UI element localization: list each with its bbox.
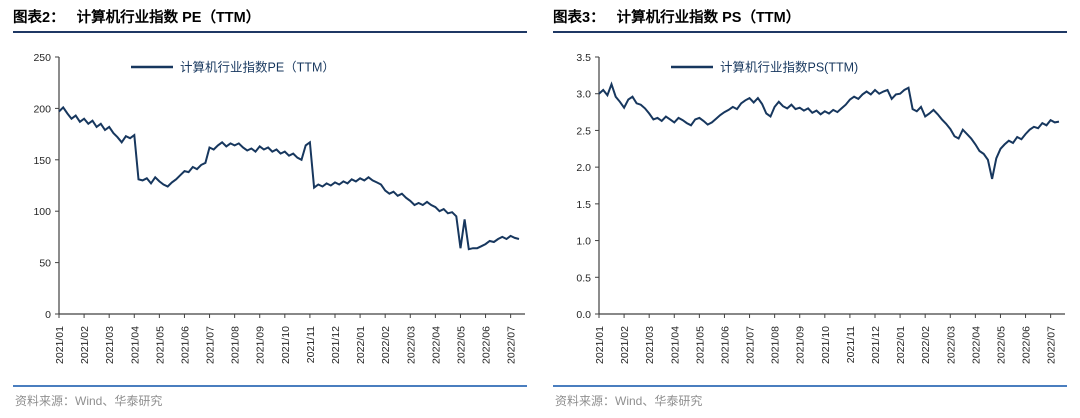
x-tick-label: 2022/01 bbox=[895, 326, 907, 364]
y-tick-label: 0.5 bbox=[576, 272, 591, 284]
x-tick-label: 2021/04 bbox=[129, 326, 141, 364]
figure-label: 图表3： bbox=[553, 10, 605, 26]
x-tick-label: 2021/08 bbox=[770, 326, 782, 364]
x-tick-label: 2021/03 bbox=[644, 326, 656, 364]
x-tick-label: 2021/04 bbox=[669, 326, 681, 364]
x-tick-label: 2021/06 bbox=[179, 326, 191, 364]
figure-title: 计算机行业指数 PE（TTM） bbox=[76, 10, 261, 26]
x-tick-label: 2021/01 bbox=[594, 326, 606, 364]
x-tick-label: 2021/11 bbox=[305, 326, 317, 363]
y-tick-label: 50 bbox=[39, 258, 51, 270]
y-tick-label: 1.0 bbox=[576, 236, 591, 248]
figure-bottom-rule bbox=[13, 385, 527, 387]
x-tick-label: 2021/12 bbox=[330, 326, 342, 364]
source-note: 资料来源：Wind、华泰研究 bbox=[15, 394, 163, 408]
x-tick-label: 2021/07 bbox=[205, 326, 217, 364]
y-tick-label: 0 bbox=[45, 309, 51, 321]
title-underline bbox=[13, 31, 527, 33]
legend-label: 计算机行业指数PS(TTM) bbox=[720, 60, 858, 75]
x-tick-label: 2021/02 bbox=[79, 326, 91, 364]
x-tick-label: 2021/05 bbox=[694, 326, 706, 364]
x-tick-label: 2021/02 bbox=[619, 326, 631, 364]
figure-header: 图表3： 计算机行业指数 PS（TTM） bbox=[553, 6, 1067, 31]
report-figures-row: 图表2： 计算机行业指数 PE（TTM） 0 50 100 150 200 250 2021… bbox=[0, 0, 1080, 409]
figure-header: 图表2： 计算机行业指数 PE（TTM） bbox=[13, 6, 527, 31]
x-tick-label: 2022/07 bbox=[506, 326, 518, 364]
x-tick-label: 2021/12 bbox=[870, 326, 882, 364]
x-tick-label: 2022/05 bbox=[995, 326, 1007, 364]
x-tick-label: 2022/02 bbox=[920, 326, 932, 364]
title-underline bbox=[553, 31, 1067, 33]
y-tick-label: 1.5 bbox=[576, 199, 591, 211]
y-tick-label: 200 bbox=[33, 103, 51, 115]
figure-title: 计算机行业指数 PS（TTM） bbox=[616, 10, 801, 26]
x-tick-label: 2021/07 bbox=[745, 326, 757, 364]
figure-bottom-rule bbox=[553, 385, 1067, 387]
y-tick-label: 0.0 bbox=[576, 309, 591, 321]
x-tick-label: 2022/04 bbox=[970, 326, 982, 364]
y-tick-label: 3.0 bbox=[576, 89, 591, 101]
ps-chart: 0.0 0.5 1.0 1.5 2.0 2.5 3.0 3.5 2021/01 2021/02 20… bbox=[576, 52, 1065, 364]
x-tick-label: 2022/02 bbox=[380, 326, 392, 364]
series-line bbox=[598, 81, 1060, 180]
x-tick-label: 2022/06 bbox=[1021, 326, 1033, 364]
x-tick-label: 2021/06 bbox=[719, 326, 731, 364]
y-tick-label: 3.5 bbox=[576, 52, 591, 64]
x-tick-label: 2022/06 bbox=[481, 326, 493, 364]
y-tick-label: 250 bbox=[33, 52, 51, 64]
y-tick-label: 2.5 bbox=[576, 125, 591, 137]
x-tick-label: 2021/05 bbox=[154, 326, 166, 364]
figure-panel-pe: 图表2： 计算机行业指数 PE（TTM） 0 50 100 150 200 250 2021… bbox=[0, 0, 540, 409]
x-tick-label: 2022/03 bbox=[945, 326, 957, 364]
y-tick-label: 2.0 bbox=[576, 162, 591, 174]
figure-panel-ps: 图表3： 计算机行业指数 PS（TTM） 0.0 0.5 1.0 1.5 2.0 2.5 3… bbox=[540, 0, 1080, 409]
x-tick-label: 2022/05 bbox=[455, 326, 467, 364]
x-tick-label: 2022/07 bbox=[1046, 326, 1058, 364]
x-tick-label: 2022/04 bbox=[430, 326, 442, 364]
x-tick-label: 2021/08 bbox=[230, 326, 242, 364]
x-tick-label: 2021/10 bbox=[820, 326, 832, 364]
x-tick-label: 2022/01 bbox=[355, 326, 367, 364]
x-tick-label: 2021/10 bbox=[280, 326, 292, 364]
x-tick-label: 2022/03 bbox=[405, 326, 417, 364]
x-tick-label: 2021/01 bbox=[54, 326, 66, 364]
pe-chart: 0 50 100 150 200 250 2021/01 2021/02 2021/03 2021… bbox=[33, 52, 525, 364]
x-tick-label: 2021/09 bbox=[255, 326, 267, 364]
figure-label: 图表2： bbox=[13, 10, 65, 26]
source-note: 资料来源：Wind、华泰研究 bbox=[555, 394, 703, 408]
x-tick-label: 2021/09 bbox=[795, 326, 807, 364]
y-tick-label: 150 bbox=[33, 155, 51, 167]
legend-label: 计算机行业指数PE（TTM） bbox=[180, 60, 335, 75]
x-tick-label: 2021/03 bbox=[104, 326, 116, 364]
y-tick-label: 100 bbox=[33, 206, 51, 218]
series-line bbox=[58, 105, 520, 251]
x-tick-label: 2021/11 bbox=[845, 326, 857, 363]
